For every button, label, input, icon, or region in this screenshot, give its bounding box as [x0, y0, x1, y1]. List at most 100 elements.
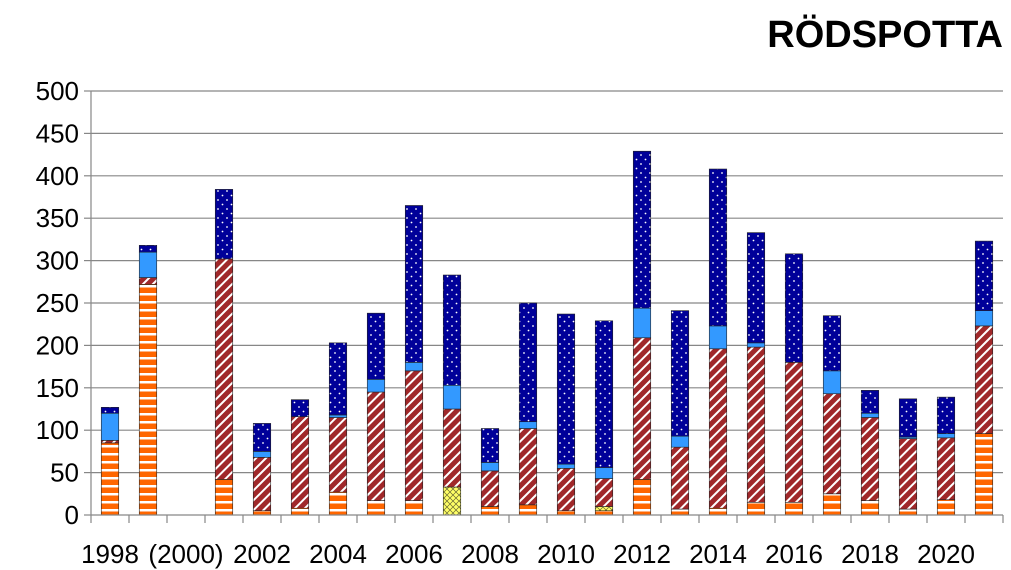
bar-segment-s3	[100, 440, 120, 444]
bar-segment-s1	[670, 508, 690, 516]
bar-segment-s1	[328, 491, 348, 516]
bar-segment-s4	[252, 451, 272, 458]
x-tick-label: 2012	[613, 539, 671, 569]
bar-segment-s5	[822, 315, 842, 372]
bar-segment-s3	[556, 468, 576, 512]
bar-segment-s5	[670, 310, 690, 437]
bar-segment-s1	[746, 501, 766, 516]
bar-segment-s4	[860, 412, 880, 418]
bar-segment-s5	[518, 302, 538, 423]
bar-segment-s3	[138, 277, 158, 285]
bar-segment-s3	[214, 258, 234, 480]
bar-segment-s3	[442, 408, 462, 488]
bar-segment-s3	[860, 417, 880, 501]
bar-segment-s1	[974, 433, 994, 516]
bar-segment-s5	[860, 390, 880, 414]
bar-segment-s1	[138, 284, 158, 516]
bar-segment-s4	[518, 421, 538, 429]
bar-segment-s5	[290, 399, 310, 417]
x-tick-label: 2004	[309, 539, 367, 569]
bar-segment-s5	[214, 189, 234, 260]
bar-segment-s4	[480, 462, 500, 472]
bar-segment-s3	[974, 325, 994, 434]
bar-segment-s3	[632, 337, 652, 480]
y-tick-label: 300	[36, 246, 79, 276]
bar-segment-s4	[746, 342, 766, 348]
x-tick-label: 2002	[233, 539, 291, 569]
bar-segment-s2	[594, 506, 614, 512]
bar-segment-s3	[898, 438, 918, 510]
bar-segment-s3	[670, 446, 690, 510]
bar-segment-s5	[784, 253, 804, 363]
y-tick-label: 100	[36, 415, 79, 445]
x-tick-label: 2010	[537, 539, 595, 569]
bar-segment-s5	[898, 398, 918, 438]
bar-segment-s3	[328, 417, 348, 493]
bar-segment-s4	[708, 325, 728, 350]
bar-segment-s5	[442, 274, 462, 386]
bar-segment-s1	[898, 508, 918, 516]
bar-segment-s5	[328, 342, 348, 416]
bar-segment-s1	[708, 507, 728, 516]
y-tick-label: 400	[36, 161, 79, 191]
bar-segment-s5	[556, 313, 576, 465]
bar-segment-s5	[252, 423, 272, 452]
bar-segment-s3	[366, 391, 386, 501]
chart-title: RÖDSPOTTA	[767, 14, 1003, 56]
x-tick-label: (2000)	[148, 539, 223, 569]
bar-segment-s3	[480, 470, 500, 507]
bar-segment-s5	[100, 407, 120, 414]
bar-segment-s5	[708, 168, 728, 327]
bar-segment-s1	[822, 493, 842, 516]
y-tick-label: 150	[36, 373, 79, 403]
axis-layer	[84, 90, 1004, 523]
bar-segment-s5	[480, 428, 500, 463]
bar-segment-s3	[784, 362, 804, 503]
bar-segment-s4	[632, 307, 652, 339]
bar-segment-s4	[556, 463, 576, 469]
bar-segment-s4	[138, 251, 158, 278]
bar-segment-s1	[480, 506, 500, 516]
bar-segment-s4	[100, 412, 120, 441]
bar-segment-s1	[936, 499, 956, 516]
bar-segment-s3	[746, 346, 766, 503]
bar-segment-s1	[366, 500, 386, 516]
bar-segment-s5	[936, 396, 956, 434]
y-tick-label: 200	[36, 330, 79, 360]
bar-segment-s4	[670, 435, 690, 448]
bar-segment-s2	[442, 486, 462, 516]
y-tick-label: 500	[36, 76, 79, 106]
bar-segment-s4	[404, 362, 424, 372]
bar-segment-s4	[442, 384, 462, 410]
grid-layer	[91, 90, 1003, 474]
x-tick-label: 2008	[461, 539, 519, 569]
bar-segment-s5	[366, 312, 386, 380]
bars-layer	[100, 150, 994, 516]
bar-segment-s5	[746, 232, 766, 344]
bar-segment-s1	[860, 500, 880, 516]
bar-segment-s5	[632, 150, 652, 309]
bar-segment-s4	[974, 310, 994, 327]
bar-segment-s5	[594, 320, 614, 468]
bar-segment-s3	[822, 393, 842, 495]
y-tick-label: 50	[50, 458, 79, 488]
bar-segment-s3	[290, 416, 310, 509]
x-tick-label: 2020	[917, 539, 975, 569]
bar-segment-s5	[404, 205, 424, 363]
bar-segment-s3	[252, 457, 272, 512]
bar-segment-s1	[290, 507, 310, 516]
bar-segment-s3	[518, 428, 538, 506]
bar-segment-s4	[328, 414, 348, 418]
bar-segment-s1	[556, 510, 576, 516]
bar-segment-s1	[214, 479, 234, 516]
bar-segment-s3	[594, 478, 614, 507]
bar-segment-s5	[138, 245, 158, 253]
bar-segment-s4	[822, 370, 842, 395]
bar-segment-s1	[518, 504, 538, 516]
bar-segment-s3	[404, 370, 424, 501]
bar-segment-s4	[366, 379, 386, 393]
x-tick-label: 2006	[385, 539, 443, 569]
bar-segment-s3	[708, 348, 728, 509]
bar-segment-s1	[632, 479, 652, 516]
y-tick-label: 450	[36, 118, 79, 148]
